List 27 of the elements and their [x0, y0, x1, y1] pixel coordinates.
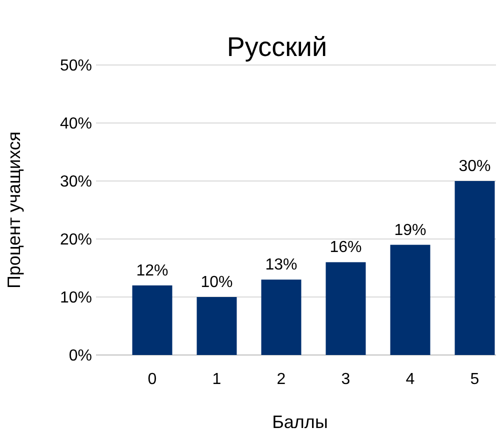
x-axis-title: Баллы — [272, 412, 328, 432]
bar — [132, 285, 172, 355]
data-label: 13% — [265, 256, 298, 274]
y-tick-label: 40% — [60, 116, 92, 133]
x-tick-label: 0 — [148, 371, 157, 388]
y-tick-label: 10% — [60, 290, 92, 307]
y-tick-label: 0% — [68, 348, 92, 365]
chart-title: Русский — [226, 32, 328, 62]
x-tick-label: 3 — [341, 371, 350, 388]
bar — [390, 244, 430, 355]
x-tick-label: 5 — [470, 371, 480, 388]
data-label: 19% — [394, 222, 426, 239]
x-tick-label: 4 — [406, 371, 415, 388]
y-tick-label: 20% — [60, 232, 92, 249]
bar — [196, 297, 237, 355]
data-label: 30% — [458, 158, 491, 175]
data-label: 10% — [200, 274, 233, 291]
y-tick-label: 50% — [60, 58, 92, 75]
data-label: 12% — [136, 262, 168, 280]
data-label: 16% — [330, 239, 362, 256]
y-tick-label: 30% — [60, 174, 92, 191]
bar — [326, 262, 366, 355]
bar — [261, 280, 302, 355]
y-axis-title: Процент учащихся — [4, 131, 24, 289]
x-tick-label: 1 — [212, 371, 222, 388]
bar — [454, 181, 495, 355]
x-tick-label: 2 — [276, 371, 286, 388]
